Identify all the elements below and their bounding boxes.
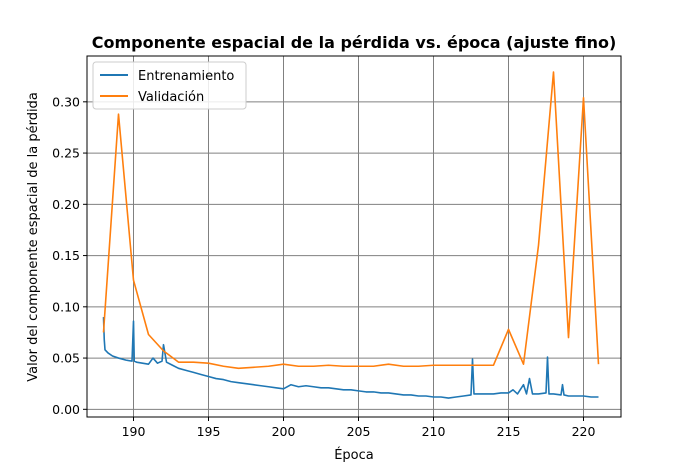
grid-lines — [87, 56, 621, 417]
plot-series — [102, 71, 600, 399]
series-line-entrenamiento — [102, 317, 599, 399]
x-tick-label: 220 — [572, 424, 596, 439]
x-tick-label: 195 — [197, 424, 221, 439]
x-tick-label: 205 — [347, 424, 371, 439]
y-tick-label: 0.20 — [52, 197, 80, 212]
y-tick-label: 0.25 — [52, 146, 80, 161]
y-tick-label: 0.10 — [52, 299, 80, 314]
y-tick-label: 0.15 — [52, 248, 80, 263]
legend-label-validacion: Validación — [138, 90, 204, 105]
y-tick-label: 0.00 — [52, 402, 80, 417]
x-tick-label: 200 — [272, 424, 296, 439]
x-tick-label: 190 — [122, 424, 146, 439]
series-line-validacion — [102, 71, 600, 370]
plot-frame — [86, 55, 622, 418]
y-axis-ticks: 0.00 0.05 0.10 0.15 0.20 0.25 0.30 — [52, 94, 87, 417]
chart-title: Componente espacial de la pérdida vs. ép… — [92, 33, 617, 52]
legend: Entrenamiento Validación — [92, 61, 247, 110]
y-tick-label: 0.30 — [52, 94, 80, 109]
x-axis-ticks: 190 195 200 205 210 215 220 — [122, 417, 596, 439]
y-axis-label: Valor del componente espacial de la pérd… — [26, 92, 41, 382]
x-tick-label: 215 — [497, 424, 521, 439]
x-axis-label: Época — [334, 447, 374, 463]
y-tick-label: 0.05 — [52, 351, 80, 366]
x-tick-label: 210 — [422, 424, 446, 439]
legend-box — [92, 61, 247, 110]
legend-label-entrenamiento: Entrenamiento — [138, 69, 234, 84]
